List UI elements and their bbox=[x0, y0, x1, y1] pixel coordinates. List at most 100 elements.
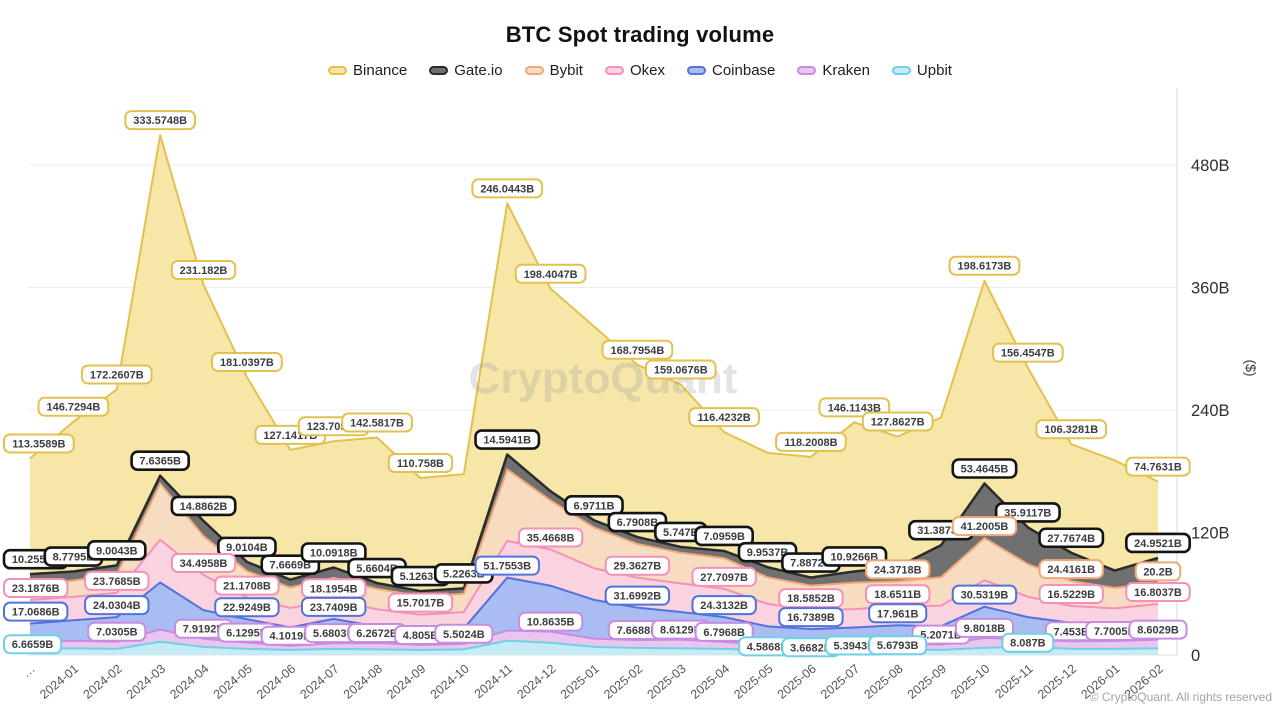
legend-item-gateio[interactable]: Gate.io bbox=[429, 62, 503, 79]
svg-text:22.9249B: 22.9249B bbox=[223, 602, 271, 614]
svg-text:156.4547B: 156.4547B bbox=[1001, 348, 1055, 360]
x-tick-label: 2025-09 bbox=[905, 662, 949, 702]
svg-text:7.6669B: 7.6669B bbox=[270, 560, 312, 572]
point-label-binance: 127.8627B bbox=[861, 411, 934, 432]
point-label-binance: 142.5817B bbox=[341, 412, 413, 433]
point-label-binance: 231.182B bbox=[170, 259, 237, 280]
svg-text:18.1954B: 18.1954B bbox=[310, 583, 358, 595]
point-label-gateio: 7.0959B bbox=[694, 525, 755, 547]
point-label-kraken: 5.5024B bbox=[434, 623, 494, 644]
svg-text:6.2672B: 6.2672B bbox=[356, 628, 398, 640]
point-label-gateio: 9.0043B bbox=[86, 540, 147, 561]
svg-text:9.8018B: 9.8018B bbox=[964, 623, 1006, 635]
svg-text:14.8862B: 14.8862B bbox=[180, 501, 228, 513]
svg-text:24.0304B: 24.0304B bbox=[93, 600, 141, 612]
svg-text:106.3281B: 106.3281B bbox=[1044, 424, 1098, 436]
chart-title: BTC Spot trading volume bbox=[505, 22, 775, 47]
x-tick-label: 2025-07 bbox=[818, 662, 862, 702]
legend-swatch-gateio bbox=[429, 66, 449, 75]
svg-text:8.6029B: 8.6029B bbox=[1137, 625, 1179, 637]
svg-text:9.0043B: 9.0043B bbox=[96, 545, 138, 557]
point-label-kraken: 7.0305B bbox=[87, 621, 147, 642]
svg-text:127.8627B: 127.8627B bbox=[871, 417, 925, 429]
point-label-okex: 35.4668B bbox=[517, 527, 584, 548]
x-tick-label: 2024-12 bbox=[514, 662, 558, 702]
x-tick-label: 2024-04 bbox=[167, 662, 211, 702]
point-label-binance: 333.5748B bbox=[124, 110, 197, 131]
x-tick-label: 2024-09 bbox=[384, 662, 428, 702]
svg-text:15.7017B: 15.7017B bbox=[397, 598, 445, 610]
legend-label: Bybit bbox=[549, 62, 583, 79]
svg-text:53.4645B: 53.4645B bbox=[961, 464, 1009, 476]
legend-swatch-kraken bbox=[797, 66, 817, 75]
svg-text:5.2263B: 5.2263B bbox=[443, 568, 485, 580]
svg-text:29.3627B: 29.3627B bbox=[614, 561, 662, 573]
line-upbit bbox=[29, 639, 1159, 653]
legend-item-bybit[interactable]: Bybit bbox=[524, 62, 583, 79]
svg-text:35.4668B: 35.4668B bbox=[527, 533, 575, 545]
point-label-coinbase: 17.0686B bbox=[3, 601, 69, 622]
legend-item-binance[interactable]: Binance bbox=[328, 62, 407, 79]
point-label-binance: 159.0676B bbox=[644, 359, 717, 380]
svg-text:142.5817B: 142.5817B bbox=[350, 418, 404, 430]
point-label-kraken: 6.7968B bbox=[694, 621, 754, 642]
point-label-coinbase: 23.7409B bbox=[300, 596, 367, 617]
point-label-coinbase: 24.3132B bbox=[691, 595, 757, 616]
x-tick-label: 2025-12 bbox=[1035, 662, 1079, 702]
legend-item-okex[interactable]: Okex bbox=[604, 62, 665, 79]
x-tick-label: 2025-02 bbox=[601, 662, 645, 702]
point-label-okex: 27.7097B bbox=[691, 566, 757, 587]
point-label-okex: 23.7685B bbox=[84, 570, 150, 591]
x-tick-label: 2025-08 bbox=[861, 662, 905, 702]
legend-swatch-upbit bbox=[891, 66, 911, 75]
svg-text:27.7097B: 27.7097B bbox=[700, 572, 748, 584]
point-label-binance: 181.0397B bbox=[211, 352, 283, 373]
svg-text:23.7409B: 23.7409B bbox=[310, 602, 358, 614]
point-label-binance: 168.7954B bbox=[601, 339, 674, 360]
svg-text:4.5868B: 4.5868B bbox=[747, 641, 789, 653]
point-label-okex: 18.6511B bbox=[864, 584, 931, 605]
legend-item-kraken[interactable]: Kraken bbox=[797, 62, 870, 79]
point-label-binance: 172.2607B bbox=[80, 364, 153, 385]
y-tick-label: 480B bbox=[1191, 157, 1230, 175]
x-tick-label: 2025-10 bbox=[948, 662, 992, 702]
x-tick-label: 2024-01 bbox=[37, 662, 81, 702]
point-label-binance: 106.3281B bbox=[1035, 419, 1108, 440]
legend-label: Coinbase bbox=[712, 62, 776, 79]
x-tick-label: 2024-11 bbox=[472, 662, 515, 702]
legend-label: Binance bbox=[353, 62, 408, 79]
svg-text:17.0686B: 17.0686B bbox=[12, 607, 60, 619]
point-label-kraken: 9.8018B bbox=[954, 617, 1015, 638]
svg-text:116.4232B: 116.4232B bbox=[698, 412, 751, 424]
svg-text:6.7908B: 6.7908B bbox=[617, 517, 659, 529]
point-label-okex: 23.1876B bbox=[3, 577, 69, 598]
point-label-okex: 18.1954B bbox=[300, 578, 367, 599]
point-label-binance: 246.0443B bbox=[471, 178, 544, 199]
legend-swatch-okex bbox=[604, 66, 624, 75]
svg-text:5.747B: 5.747B bbox=[663, 527, 699, 539]
point-label-bybit: 24.3718B bbox=[864, 559, 931, 580]
legend-item-coinbase[interactable]: Coinbase bbox=[687, 62, 775, 79]
legend-item-upbit[interactable]: Upbit bbox=[891, 62, 952, 79]
svg-text:8.7795B: 8.7795B bbox=[53, 552, 95, 564]
svg-text:7.9192B: 7.9192B bbox=[183, 624, 225, 636]
svg-text:7.6688B: 7.6688B bbox=[617, 625, 659, 637]
svg-text:6.7968B: 6.7968B bbox=[703, 627, 745, 639]
svg-text:27.7674B: 27.7674B bbox=[1047, 533, 1095, 545]
point-label-gateio: 53.4645B bbox=[951, 458, 1018, 479]
x-tick-label: 2025-06 bbox=[775, 662, 819, 702]
svg-text:5.5024B: 5.5024B bbox=[443, 629, 485, 641]
x-tick-label: 2025-04 bbox=[688, 662, 732, 702]
point-label-coinbase: 30.5319B bbox=[951, 584, 1018, 605]
point-label-okex: 15.7017B bbox=[387, 592, 454, 613]
point-label-kraken: 10.8635B bbox=[517, 611, 584, 632]
svg-text:7.0305B: 7.0305B bbox=[96, 627, 138, 639]
legend-label: Upbit bbox=[916, 62, 952, 79]
point-label-gateio: 9.0104B bbox=[217, 536, 277, 558]
point-label-binance: 113.3589B bbox=[3, 433, 75, 454]
svg-text:23.7685B: 23.7685B bbox=[93, 576, 141, 588]
svg-text:9.0104B: 9.0104B bbox=[226, 542, 268, 554]
x-tick-label: 2024-08 bbox=[341, 662, 385, 702]
x-tick-label: 2025-11 bbox=[992, 662, 1035, 702]
